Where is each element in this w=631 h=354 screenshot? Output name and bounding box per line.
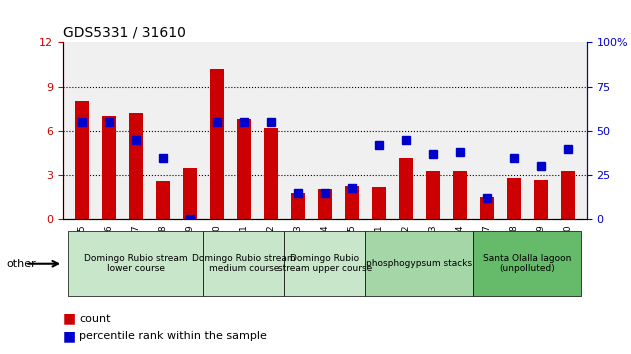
Bar [561, 171, 575, 219]
Text: Domingo Rubio
stream upper course: Domingo Rubio stream upper course [278, 254, 372, 273]
Text: GDS5331 / 31610: GDS5331 / 31610 [63, 26, 186, 40]
FancyBboxPatch shape [285, 232, 365, 296]
FancyBboxPatch shape [365, 232, 473, 296]
Text: percentile rank within the sample: percentile rank within the sample [79, 331, 267, 341]
FancyBboxPatch shape [69, 232, 203, 296]
Bar [507, 178, 521, 219]
FancyBboxPatch shape [473, 232, 581, 296]
Bar [237, 119, 251, 219]
Text: ■: ■ [63, 312, 76, 326]
Bar [210, 69, 224, 219]
Text: ■: ■ [63, 329, 76, 343]
Text: count: count [79, 314, 110, 324]
Bar [399, 158, 413, 219]
Bar [345, 185, 358, 219]
Bar [183, 168, 197, 219]
Bar [102, 116, 115, 219]
FancyBboxPatch shape [203, 232, 285, 296]
Bar [264, 128, 278, 219]
Text: Domingo Rubio stream
medium course: Domingo Rubio stream medium course [192, 254, 296, 273]
Bar [129, 113, 143, 219]
Text: phosphogypsum stacks: phosphogypsum stacks [367, 259, 473, 268]
Text: other: other [6, 259, 36, 269]
Bar [318, 188, 332, 219]
Bar [480, 198, 493, 219]
Text: Santa Olalla lagoon
(unpolluted): Santa Olalla lagoon (unpolluted) [483, 254, 572, 273]
Bar [75, 102, 89, 219]
Bar [292, 193, 305, 219]
Bar [372, 187, 386, 219]
Bar [534, 180, 548, 219]
Bar [426, 171, 440, 219]
Bar [453, 171, 467, 219]
Bar [156, 181, 170, 219]
Text: Domingo Rubio stream
lower course: Domingo Rubio stream lower course [84, 254, 188, 273]
